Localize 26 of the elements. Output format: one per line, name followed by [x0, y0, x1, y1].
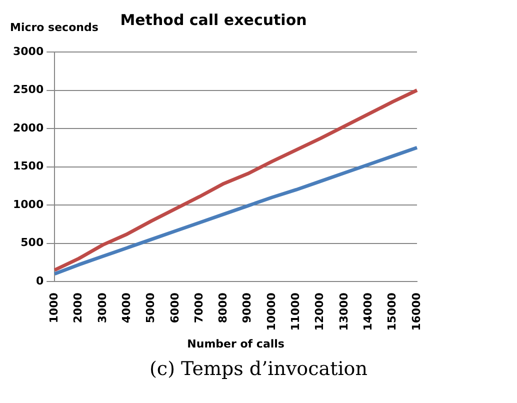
- y-tick-label: 2500: [12, 83, 44, 96]
- y-tick-label: 1000: [12, 198, 44, 211]
- x-tick-label: 5000: [144, 292, 158, 324]
- x-tick-label: 13000: [337, 292, 350, 331]
- x-tick-label: 15000: [386, 292, 399, 331]
- x-tick-label: 10000: [264, 292, 278, 331]
- y-axis-title: Micro seconds: [10, 20, 99, 34]
- y-tick-label: 3000: [12, 44, 44, 58]
- y-tick-label: 1500: [12, 160, 44, 173]
- x-axis-title: Number of calls: [187, 337, 285, 350]
- x-tick-label: 6000: [168, 292, 182, 324]
- chart-title: Method call execution: [120, 10, 307, 29]
- x-tick-label: 14000: [362, 292, 375, 331]
- x-tick-label: 12000: [313, 292, 326, 331]
- x-tick-label: 4000: [120, 292, 133, 324]
- text: (c) Temps d’invocation: [148, 358, 368, 380]
- y-tick-label: 2000: [12, 121, 44, 134]
- x-tick-label: 8000: [216, 292, 230, 324]
- x-tick-label: 2000: [72, 292, 85, 324]
- x-tick-label: 11000: [289, 292, 302, 331]
- y-tick-label: 0: [36, 274, 44, 288]
- y-tick-label: 500: [20, 236, 44, 250]
- x-tick-label: 7000: [192, 292, 206, 324]
- x-tick-label: 9000: [240, 292, 254, 324]
- x-tick-label: 16000: [410, 292, 423, 331]
- x-tick-label: 3000: [96, 292, 109, 324]
